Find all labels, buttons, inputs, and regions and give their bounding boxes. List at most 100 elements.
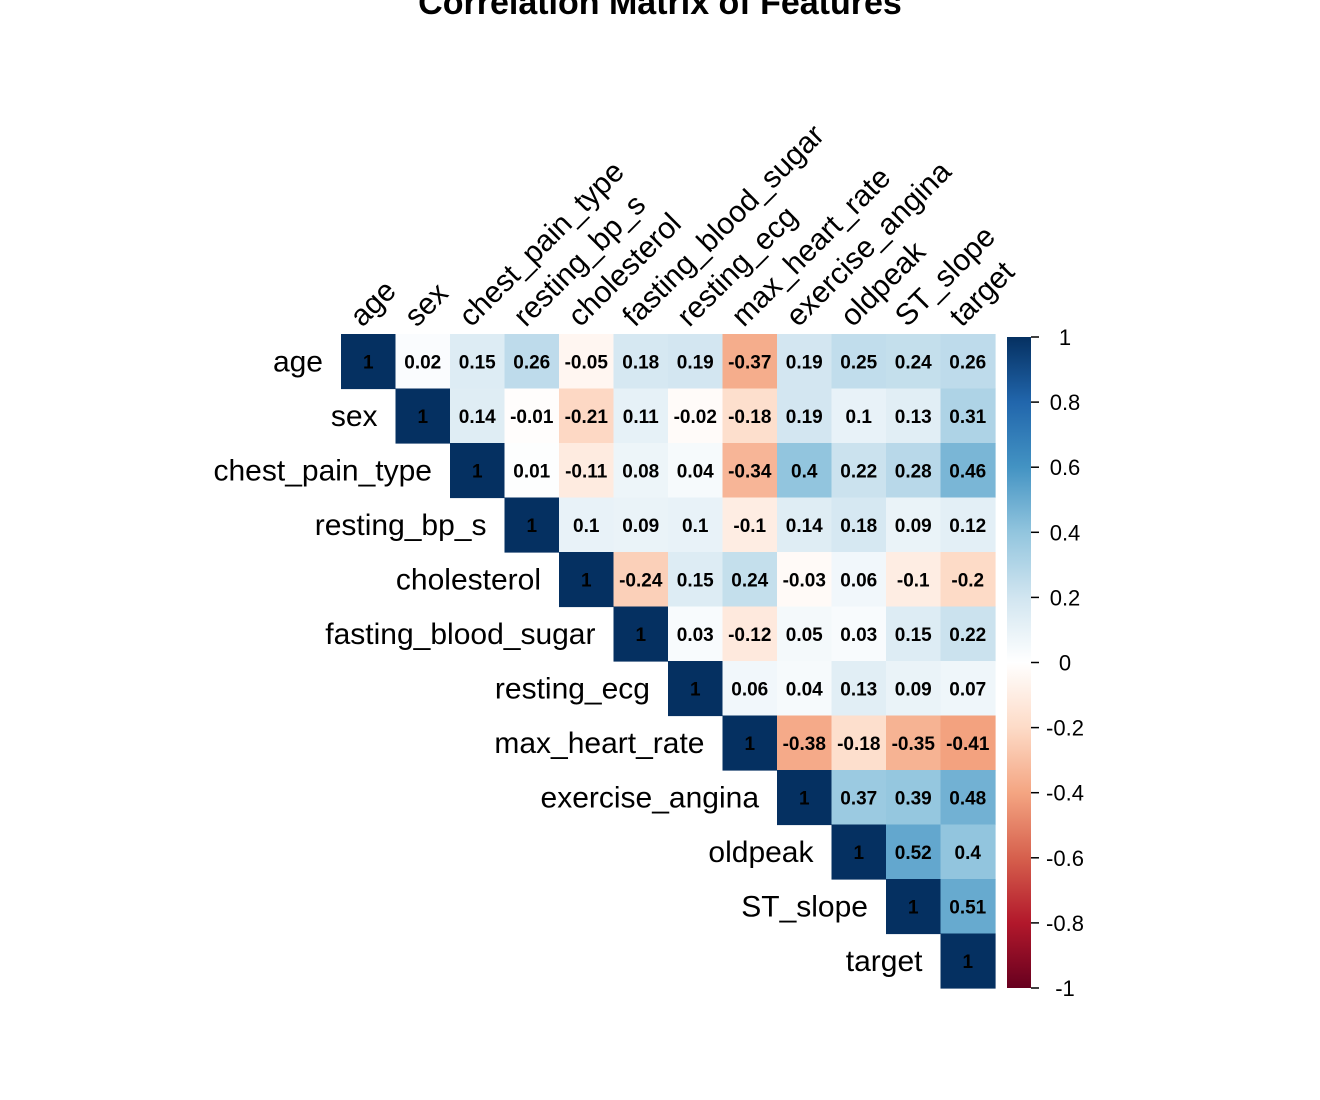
cell-value-label: 0.12 [949,516,986,537]
cell-value-label: 0.19 [677,352,714,373]
heatmap-cell-cholesterol-st-slope [886,552,942,608]
heatmap-cell-fasting-blood-sugar-fasting-blood-sugar [613,606,669,662]
row-label-oldpeak: oldpeak [708,836,814,869]
heatmap-cell-sex-sex [395,388,451,444]
heatmap-cell-age-cholesterol [559,334,615,390]
cell-value-label: -0.01 [510,407,554,428]
heatmap-cell-chest-pain-type-st-slope [886,443,942,499]
row-label-cholesterol: cholesterol [396,563,541,596]
heatmap-cell-sex-oldpeak [831,388,887,444]
cell-value-label: 0.08 [622,461,659,482]
chart-title: Correlation Matrix of Features [418,0,902,22]
cell-value-label: 1 [635,625,646,646]
cell-value-label: 0.4 [955,843,982,864]
cell-value-label: 0.09 [895,679,932,700]
cell-value-label: 1 [472,461,483,482]
row-label-target: target [846,945,923,978]
cell-value-label: 1 [962,952,973,973]
heatmap-cell-cholesterol-target [940,552,996,608]
column-labels: agesexchest_pain_typeresting_bp_scholest… [344,119,1022,333]
cell-value-label: 0.15 [895,625,932,646]
row-label-max-heart-rate: max_heart_rate [494,727,704,760]
cell-value-label: 0.46 [949,461,986,482]
colorbar-tick-label: -0.2 [1046,716,1084,741]
cell-value-label: 0.28 [895,461,932,482]
heatmap-cell-chest-pain-type-max-heart-rate [722,443,778,499]
heatmap-cell-age-exercise-angina [777,334,833,390]
heatmap-cell-fasting-blood-sugar-exercise-angina [777,606,833,662]
cell-value-label: -0.1 [897,570,930,591]
cell-value-label: 0.26 [949,352,986,373]
cell-value-label: -0.18 [728,407,771,428]
cell-value-label: 1 [581,570,592,591]
heatmap-cell-age-age [341,334,397,390]
heatmap-cell-max-heart-rate-target [940,715,996,771]
cell-value-label: 0.14 [459,407,496,428]
heatmap-cell-resting-bp-s-fasting-blood-sugar [613,497,669,553]
heatmap-cell-age-sex [395,334,451,390]
heatmap-cell-chest-pain-type-resting-ecg [668,443,724,499]
cell-value-label: -0.18 [837,734,880,755]
heatmap-cell-st-slope-st-slope [886,879,942,935]
heatmap-cell-resting-bp-s-target [940,497,996,553]
heatmap-cell-cholesterol-max-heart-rate [722,552,778,608]
heatmap-cell-chest-pain-type-chest-pain-type [450,443,506,499]
colorbar-tick-label: 0.4 [1050,520,1081,545]
heatmap-cell-resting-ecg-resting-ecg [668,661,724,717]
colorbar-gradient [1007,337,1031,988]
cell-value-label: 0.03 [840,625,877,646]
cell-value-label: 0.31 [949,407,986,428]
heatmap-cell-sex-exercise-angina [777,388,833,444]
heatmap-cell-resting-bp-s-exercise-angina [777,497,833,553]
cell-value-label: -0.2 [951,570,984,591]
heatmap-cell-sex-resting-ecg [668,388,724,444]
cell-value-label: 0.1 [846,407,873,428]
colorbar-tick-label: 0.2 [1050,585,1081,610]
heatmap-cell-sex-max-heart-rate [722,388,778,444]
heatmap-cell-chest-pain-type-exercise-angina [777,443,833,499]
heatmap-cell-chest-pain-type-cholesterol [559,443,615,499]
cell-value-label: 0.51 [949,897,986,918]
cell-value-label: -0.1 [733,516,766,537]
colorbar-tick-label: 0.8 [1050,390,1081,415]
colorbar: 1 0.8 0.6 0.4 0.2 0 -0.2 -0.4 -0.6 -0.8 -1 [1007,325,1084,1001]
cell-value-label: 1 [363,352,374,373]
row-label-fasting-blood-sugar: fasting_blood_sugar [325,618,595,651]
cell-value-label: -0.34 [728,461,772,482]
heatmap-cell-chest-pain-type-resting-bp-s [504,443,560,499]
heatmap-cell-fasting-blood-sugar-oldpeak [831,606,887,662]
cell-value-label: 0.48 [949,788,986,809]
cell-value-label: 0.03 [677,625,714,646]
cell-value-label: 1 [744,734,755,755]
cell-value-label: 0.25 [840,352,877,373]
heatmap-cell-oldpeak-st-slope [886,824,942,880]
heatmap-cell-oldpeak-target [940,824,996,880]
colorbar-tick-label: 0.6 [1050,455,1081,480]
row-label-sex: sex [331,400,378,433]
heatmap-cell-age-max-heart-rate [722,334,778,390]
row-label-st-slope: ST_slope [741,890,868,923]
row-label-resting-bp-s: resting_bp_s [315,509,487,542]
cell-value-label: 0.06 [731,679,768,700]
cell-value-label: 1 [799,788,810,809]
cell-value-label: 0.26 [513,352,550,373]
cell-value-label: -0.37 [728,352,771,373]
row-label-resting-ecg: resting_ecg [495,672,650,705]
heatmap-cell-fasting-blood-sugar-resting-ecg [668,606,724,662]
heatmap-cell-resting-bp-s-max-heart-rate [722,497,778,553]
heatmap-cell-sex-resting-bp-s [504,388,560,444]
cell-value-label: 0.07 [949,679,986,700]
cell-value-label: 1 [417,407,428,428]
heatmap-cell-resting-ecg-target [940,661,996,717]
heatmap-cell-cholesterol-resting-ecg [668,552,724,608]
cell-value-label: -0.35 [892,734,936,755]
heatmap-cell-exercise-angina-exercise-angina [777,770,833,826]
cell-value-label: 0.39 [895,788,932,809]
heatmap-cell-fasting-blood-sugar-max-heart-rate [722,606,778,662]
heatmap-cell-oldpeak-oldpeak [831,824,887,880]
cell-value-label: 0.37 [840,788,877,809]
cell-value-label: -0.02 [674,407,717,428]
heatmap-cell-exercise-angina-target [940,770,996,826]
cell-value-label: 0.24 [895,352,932,373]
heatmap-cells [341,334,996,989]
